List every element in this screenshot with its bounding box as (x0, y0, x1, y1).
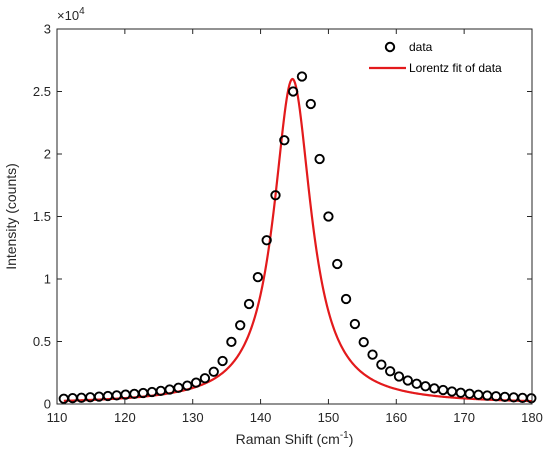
x-tick-label: 140 (250, 410, 272, 425)
y-multiplier-base: ×10 (57, 8, 79, 23)
x-tick-label: 130 (182, 410, 204, 425)
data-point (182, 380, 193, 391)
data-point (217, 355, 228, 367)
data-point (393, 371, 405, 382)
data-point (314, 153, 325, 165)
x-axis-label-text: Raman Shift (cm (236, 431, 340, 447)
legend-label-data: data (409, 40, 433, 54)
data-point (376, 359, 387, 370)
data-point (279, 135, 290, 146)
y-tick-label: 3 (44, 22, 51, 37)
data-point (411, 378, 422, 389)
y-multiplier-exp: 4 (79, 6, 85, 17)
data-point (385, 366, 396, 377)
y-multiplier: ×104 (57, 6, 85, 23)
data-point (358, 336, 369, 348)
legend-data-marker (384, 41, 396, 53)
x-tick-label: 160 (385, 410, 407, 425)
axes: 110 120 130 140 150 160 170 180 0 0.5 1 1.5 2 2.5 3 (33, 22, 543, 426)
x-tick-label: 150 (318, 410, 340, 425)
y-tick-label: 0 (44, 397, 51, 412)
data-point (402, 375, 413, 386)
x-tick-label: 180 (521, 410, 543, 425)
x-tick-label: 170 (453, 410, 475, 425)
data-point (261, 235, 272, 246)
x-tick-label: 120 (114, 410, 136, 425)
y-tick-label: 1.5 (33, 209, 51, 224)
data-point (270, 190, 281, 201)
data-point (287, 86, 299, 97)
y-tick-label: 0.5 (33, 334, 51, 349)
x-axis-label-sup: -1 (340, 430, 349, 441)
data-point (199, 373, 211, 384)
x-axis-label-close: ) (349, 431, 354, 447)
y-tick-label: 2.5 (33, 84, 51, 99)
y-axis-label: Intensity (counts) (3, 163, 19, 270)
data-point (252, 271, 264, 283)
legend: data Lorentz fit of data (369, 40, 502, 75)
plot-area (57, 29, 532, 404)
data-point (526, 393, 537, 404)
y-tick-label: 2 (44, 147, 51, 162)
data-point (305, 98, 316, 110)
x-tick-label: 110 (47, 410, 68, 425)
data-point (190, 377, 202, 388)
data-point (323, 211, 334, 222)
data-point (296, 71, 308, 82)
data-point (243, 298, 255, 310)
marker-layer (58, 71, 537, 404)
data-point (235, 320, 246, 331)
data-point (332, 258, 343, 270)
y-tick-label: 1 (44, 272, 51, 287)
x-axis-label: Raman Shift (cm-1) (236, 430, 354, 447)
data-point (340, 293, 352, 305)
data-point (367, 349, 378, 360)
data-point (226, 336, 237, 348)
data-point (208, 366, 219, 377)
legend-label-fit: Lorentz fit of data (409, 61, 502, 75)
data-point (349, 318, 361, 330)
plot-background (57, 29, 532, 404)
